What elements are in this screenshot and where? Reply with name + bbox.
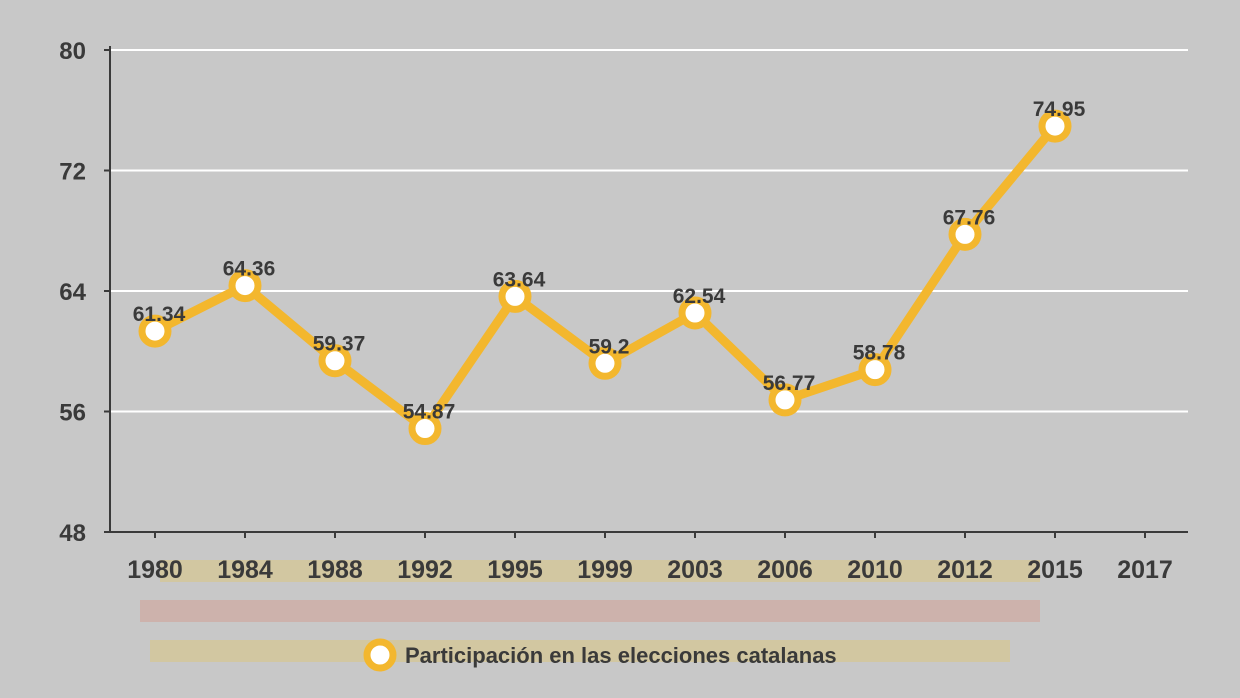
data-point bbox=[138, 314, 172, 348]
x-tick-label: 1995 bbox=[487, 556, 543, 584]
x-tick-label: 2015 bbox=[1027, 556, 1083, 584]
x-tick-label: 2017 bbox=[1117, 556, 1173, 584]
data-labels: 61.34 64.36 59.37 54.87 63.64 59.2 62.54 56.77 5… bbox=[133, 98, 1086, 423]
y-tick-label: 72 bbox=[59, 159, 86, 186]
legend: Participación en las elecciones catalana… bbox=[363, 638, 837, 672]
x-tick-label: 1984 bbox=[217, 556, 273, 584]
y-tick-label: 48 bbox=[59, 520, 86, 547]
data-point bbox=[228, 269, 262, 303]
data-point bbox=[588, 346, 622, 380]
data-label: 58.78 bbox=[853, 342, 906, 365]
x-tick-label: 2006 bbox=[757, 556, 813, 584]
data-label: 56.77 bbox=[763, 372, 816, 395]
data-label: 62.54 bbox=[673, 285, 726, 308]
data-point bbox=[408, 412, 442, 446]
data-point bbox=[948, 217, 982, 251]
data-label: 74.95 bbox=[1033, 98, 1086, 121]
axes bbox=[104, 46, 1188, 538]
data-point bbox=[498, 279, 532, 313]
y-tick-label: 80 bbox=[59, 38, 86, 65]
x-tick-label: 2003 bbox=[667, 556, 723, 584]
x-tick-label: 1999 bbox=[577, 556, 633, 584]
x-tick-label: 1992 bbox=[397, 556, 453, 584]
data-points bbox=[138, 109, 1072, 446]
y-tick-labels: 48 56 64 72 80 bbox=[59, 38, 86, 547]
x-tick-labels: 1980 1984 1988 1992 1995 1999 2003 2006 2010 2012… bbox=[127, 556, 1173, 584]
y-tick-label: 64 bbox=[59, 279, 86, 306]
x-tick-label: 1988 bbox=[307, 556, 363, 584]
data-label: 67.76 bbox=[943, 206, 996, 229]
x-tick-label: 2012 bbox=[937, 556, 993, 584]
data-label: 59.37 bbox=[313, 333, 366, 356]
data-label: 64.36 bbox=[223, 258, 276, 281]
data-label: 63.64 bbox=[493, 268, 546, 291]
data-label: 61.34 bbox=[133, 303, 186, 326]
x-tick-label: 1980 bbox=[127, 556, 183, 584]
data-label: 59.2 bbox=[589, 335, 630, 358]
data-point bbox=[768, 383, 802, 417]
data-label: 54.87 bbox=[403, 401, 456, 424]
data-point bbox=[318, 344, 352, 378]
data-point bbox=[1038, 109, 1072, 143]
grid-lines bbox=[110, 49, 1188, 413]
data-point bbox=[858, 353, 892, 387]
data-point bbox=[678, 296, 712, 330]
legend-marker-icon bbox=[363, 638, 397, 672]
legend-label: Participación en las elecciones catalana… bbox=[405, 643, 837, 668]
x-tick-label: 2010 bbox=[847, 556, 903, 584]
y-tick-label: 56 bbox=[59, 400, 86, 427]
